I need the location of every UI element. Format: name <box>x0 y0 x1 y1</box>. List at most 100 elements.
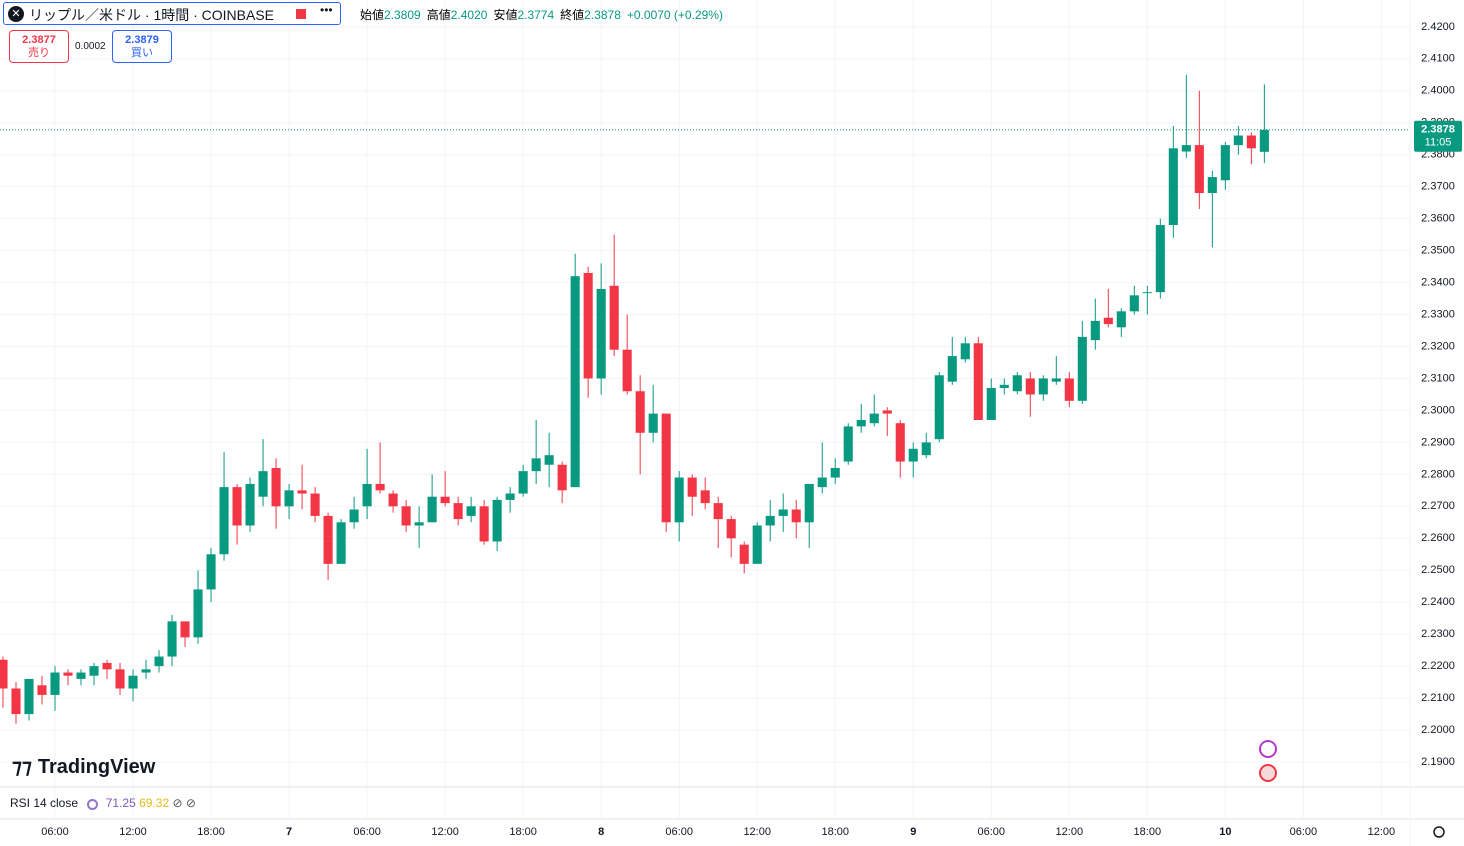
candle-body <box>167 621 177 657</box>
y-tick-label: 2.2700 <box>1421 500 1455 512</box>
y-tick-label: 2.2800 <box>1421 468 1455 480</box>
x-tick-label: 18:00 <box>1134 826 1162 838</box>
x-tick-label: 9 <box>910 826 916 838</box>
candle-body <box>921 442 931 456</box>
buy-price: 2.3879 <box>125 34 159 46</box>
candle-body <box>440 496 450 504</box>
candle-body <box>1103 317 1113 325</box>
candle-body <box>960 343 970 360</box>
y-tick-label: 2.3700 <box>1421 181 1455 193</box>
candle-body <box>466 506 476 516</box>
symbol-box[interactable]: ✕ リップル／米ドル · 1時間 · COINBASE ••• <box>3 2 341 25</box>
candle-body <box>102 662 112 670</box>
rsi-value: 71.25 <box>105 796 136 810</box>
rsi-icon <box>87 799 99 810</box>
y-tick-label: 2.3000 <box>1421 404 1455 416</box>
candle-body <box>453 503 463 520</box>
candle-body <box>999 384 1009 389</box>
candle-body <box>375 483 385 491</box>
candle-body <box>1051 378 1061 382</box>
candle-body <box>583 272 593 379</box>
candle-body <box>1181 145 1191 152</box>
ohlc-label: 高値 <box>426 8 451 22</box>
candle-body <box>232 487 242 526</box>
logo-text: TradingView <box>37 756 156 778</box>
candle-body <box>986 388 996 421</box>
y-tick-label: 2.4000 <box>1421 85 1455 97</box>
candle-body <box>323 515 333 564</box>
sell-button[interactable]: 2.3877 売り <box>9 30 69 63</box>
candle-body <box>869 413 879 424</box>
alert-icon <box>1259 740 1277 758</box>
candle-body <box>63 672 73 676</box>
ohlc-change: +0.0070 (+0.29%) <box>626 8 723 22</box>
x-tick-label: 06:00 <box>978 826 1006 838</box>
x-tick-label: 12:00 <box>743 826 771 838</box>
buy-button[interactable]: 2.3879 買い <box>112 30 172 63</box>
candle-body <box>973 343 983 421</box>
y-tick-label: 2.2600 <box>1421 532 1455 544</box>
candle-body <box>1064 378 1074 401</box>
candle-body <box>362 483 372 507</box>
candle-body <box>245 483 255 526</box>
x-tick-label: 06:00 <box>665 826 693 838</box>
candle-body <box>1155 225 1165 293</box>
candle-body <box>1038 378 1048 395</box>
candle-body <box>739 544 749 564</box>
candle-body <box>778 509 788 516</box>
ohlc-value: 2.3878 <box>584 8 621 22</box>
x-tick-label: 06:00 <box>1290 826 1318 838</box>
candle-body <box>726 519 736 539</box>
candle-body <box>193 589 203 638</box>
candle-body <box>89 666 99 676</box>
flag-icon <box>296 9 306 19</box>
candle-body <box>0 659 8 689</box>
rsi-legend: RSI 14 close 71.25 69.32 ⊘ ⊘ <box>10 796 196 810</box>
y-tick-label: 2.2300 <box>1421 628 1455 640</box>
logo: ⁊⁊ TradingView <box>12 754 155 779</box>
candle-body <box>882 410 892 414</box>
candle-body <box>752 525 762 564</box>
sell-price: 2.3877 <box>22 34 56 46</box>
ohlc-value: 2.3774 <box>517 8 555 22</box>
candle-body <box>24 678 34 715</box>
candle-body <box>804 483 814 523</box>
candle-body <box>895 423 905 462</box>
x-tick-label: 12:00 <box>1056 826 1084 838</box>
y-tick-label: 2.1900 <box>1421 756 1455 768</box>
price-tag-price: 2.3878 <box>1421 124 1455 136</box>
candle-body <box>128 675 138 689</box>
candle-body <box>180 621 190 638</box>
more-icon[interactable]: ••• <box>320 3 333 17</box>
y-tick-label: 2.3500 <box>1421 245 1455 257</box>
candle-body <box>531 458 541 472</box>
candle-body <box>427 496 437 523</box>
candle-body <box>414 522 424 526</box>
ohlc-value: 2.4020 <box>450 8 488 22</box>
candle-body <box>687 477 697 497</box>
event-icon <box>1259 764 1277 782</box>
x-tick-label: 8 <box>598 826 604 838</box>
x-tick-label: 12:00 <box>119 826 147 838</box>
y-tick-label: 2.3200 <box>1421 340 1455 352</box>
candle-body <box>1207 177 1217 194</box>
ohlc-label: 終値 <box>560 8 585 22</box>
candle-body <box>336 522 346 564</box>
candle-body <box>206 554 216 590</box>
candle-body <box>284 490 294 507</box>
sell-label: 売り <box>28 47 50 59</box>
candle-body <box>271 467 281 507</box>
y-tick-label: 2.4200 <box>1421 21 1455 33</box>
candle-body <box>1025 378 1035 395</box>
candle-body <box>50 672 60 695</box>
candle-body <box>141 669 151 673</box>
x-tick-label: 06:00 <box>41 826 69 838</box>
candle-body <box>1142 292 1152 294</box>
candle-body <box>258 471 268 497</box>
x-tick-label: 18:00 <box>821 826 849 838</box>
x-tick-label: 18:00 <box>509 826 537 838</box>
x-tick-label: 12:00 <box>431 826 459 838</box>
candle-body <box>648 413 658 433</box>
